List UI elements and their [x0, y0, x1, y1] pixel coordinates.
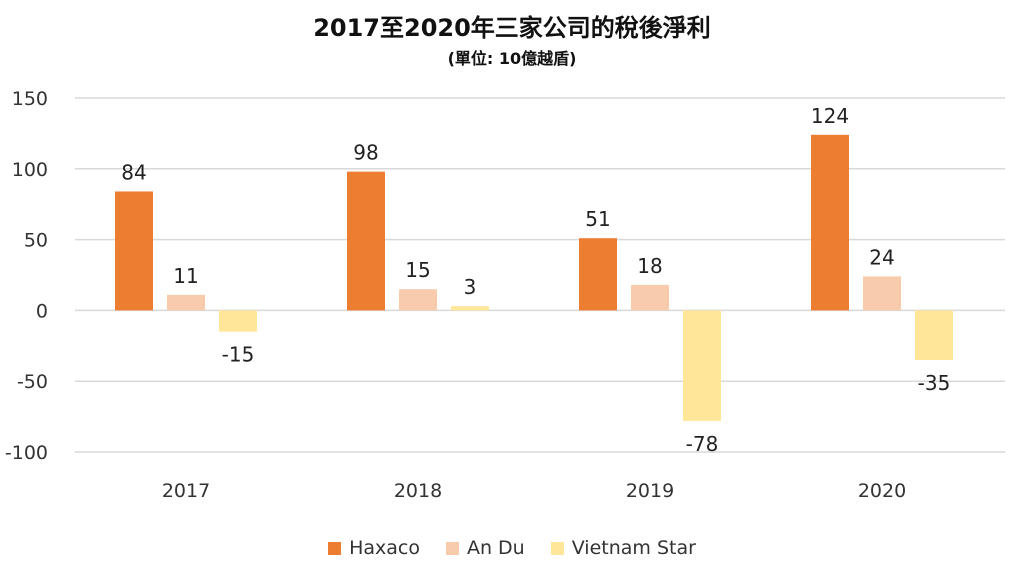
- bar-vietnam-star: [219, 310, 257, 332]
- bar-haxaco: [579, 238, 617, 311]
- data-label: 124: [811, 104, 849, 128]
- data-label: 15: [405, 258, 430, 282]
- legend-swatch-an-du: [445, 541, 459, 555]
- bar-an-du: [399, 289, 437, 311]
- x-tick-label: 2020: [858, 480, 906, 502]
- y-tick-label: -50: [17, 371, 48, 393]
- bar-chart: 150 100 50 0 -50 -100 84 11 -15 2017 98 15 3 2018 51 18…: [5, 88, 1005, 502]
- data-label: -78: [686, 432, 719, 456]
- chart-title: 2017至2020年三家公司的稅後淨利: [313, 14, 711, 42]
- bar-haxaco: [811, 134, 849, 311]
- data-label: 11: [173, 264, 198, 288]
- x-tick-label: 2017: [162, 480, 210, 502]
- bar-an-du: [631, 284, 669, 311]
- x-tick-label: 2018: [394, 480, 442, 502]
- bar-vietnam-star: [683, 310, 721, 421]
- bar-an-du: [167, 294, 205, 311]
- legend-label-haxaco: Haxaco: [349, 537, 420, 559]
- legend-item-haxaco: Haxaco: [328, 537, 420, 559]
- data-label: 51: [585, 207, 610, 231]
- data-label: 98: [353, 141, 378, 165]
- data-label: 84: [121, 160, 146, 184]
- bar-haxaco: [347, 171, 385, 311]
- data-label: -15: [222, 343, 255, 367]
- legend-item-an-du: An Du: [445, 537, 525, 559]
- y-tick-label: -100: [5, 442, 48, 464]
- data-label: -35: [918, 371, 951, 395]
- x-tick-label: 2019: [626, 480, 674, 502]
- data-label: 18: [637, 254, 662, 278]
- y-tick-label: 100: [12, 159, 48, 181]
- y-tick-label: 50: [24, 230, 48, 252]
- bar-vietnam-star: [451, 306, 489, 311]
- legend-item-vietnam-star: Vietnam Star: [550, 537, 696, 559]
- y-tick-label: 150: [12, 88, 48, 110]
- chart-subtitle: (單位: 10億越盾): [447, 49, 577, 68]
- legend-swatch-haxaco: [328, 541, 342, 555]
- legend-label-vietnam-star: Vietnam Star: [571, 537, 696, 559]
- bar-vietnam-star: [915, 310, 953, 360]
- bar-haxaco: [115, 191, 153, 311]
- y-tick-label: 0: [36, 300, 48, 322]
- legend-swatch-vietnam-star: [550, 541, 564, 555]
- data-label: 24: [869, 245, 894, 269]
- legend: Haxaco An Du Vietnam Star: [0, 537, 1024, 559]
- legend-label-an-du: An Du: [466, 537, 525, 559]
- data-label: 3: [464, 275, 477, 299]
- bar-an-du: [863, 276, 901, 311]
